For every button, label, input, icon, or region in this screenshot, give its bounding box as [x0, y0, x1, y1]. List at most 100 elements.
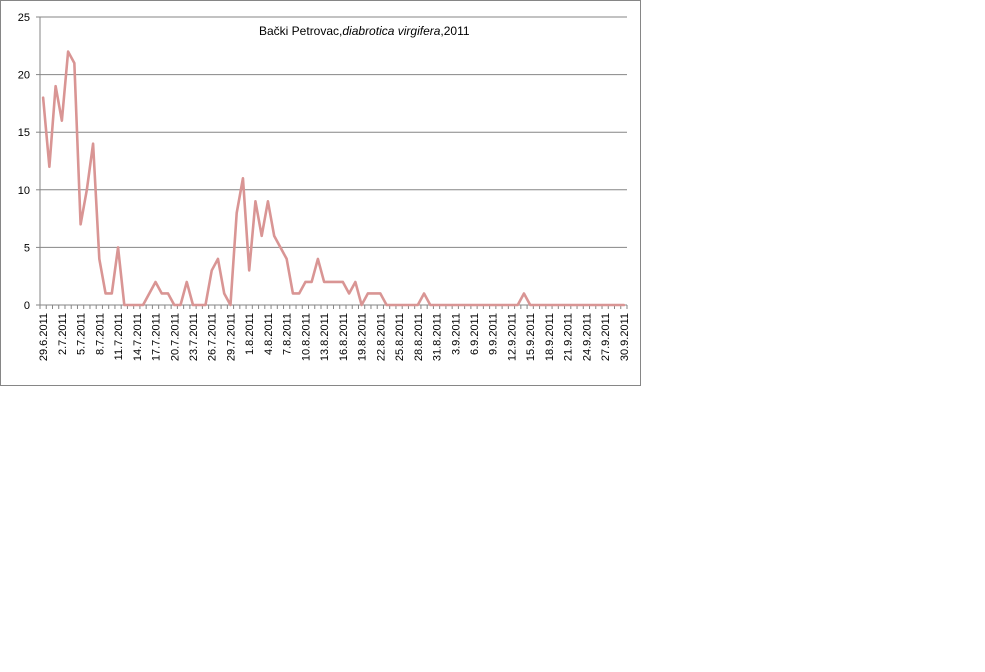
data-point — [541, 304, 543, 306]
x-tick-label: 29.7.2011 — [225, 313, 237, 361]
data-point — [598, 304, 600, 306]
data-point — [104, 292, 106, 294]
data-point — [467, 304, 469, 306]
data-point — [223, 292, 225, 294]
data-point — [623, 304, 625, 306]
data-point — [136, 304, 138, 306]
x-tick-label: 19.8.2011 — [357, 313, 369, 361]
data-point — [554, 304, 556, 306]
x-tick-label: 1.8.2011 — [244, 313, 256, 355]
data-point — [229, 304, 231, 306]
data-point — [616, 304, 618, 306]
data-point — [142, 304, 144, 306]
data-point — [260, 235, 262, 237]
data-point — [410, 304, 412, 306]
y-tick-label: 15 — [18, 127, 30, 139]
x-tick-label: 6.9.2011 — [469, 313, 481, 355]
axes — [36, 16, 628, 309]
data-point — [217, 258, 219, 260]
data-point — [148, 292, 150, 294]
data-point — [242, 177, 244, 179]
data-point — [198, 304, 200, 306]
x-tick-label: 13.8.2011 — [319, 313, 331, 361]
x-tick-label: 21.9.2011 — [563, 313, 575, 361]
data-point — [86, 189, 88, 191]
data-point — [117, 246, 119, 248]
data-point — [329, 281, 331, 283]
data-point — [566, 304, 568, 306]
data-point — [317, 258, 319, 260]
data-point — [423, 292, 425, 294]
data-point — [610, 304, 612, 306]
data-point — [398, 304, 400, 306]
chart-title: Bački Petrovac,diabrotica virgifera,2011 — [259, 24, 470, 38]
data-point — [161, 292, 163, 294]
x-tick-label: 29.6.2011 — [38, 313, 50, 361]
data-point — [154, 281, 156, 283]
x-tick-label: 8.7.2011 — [94, 313, 106, 355]
x-tick-label: 5.7.2011 — [76, 313, 88, 355]
data-point — [385, 304, 387, 306]
data-point — [61, 119, 63, 121]
y-tick-label: 25 — [18, 12, 30, 24]
x-tick-label: 11.7.2011 — [113, 313, 125, 360]
data-point — [279, 246, 281, 248]
data-point — [492, 304, 494, 306]
data-point — [304, 281, 306, 283]
data-point — [67, 50, 69, 52]
y-tick-label: 20 — [18, 70, 30, 82]
data-point — [504, 304, 506, 306]
data-point — [54, 85, 56, 87]
data-point — [323, 281, 325, 283]
x-tick-label: 7.8.2011 — [282, 313, 294, 355]
y-tick-label: 5 — [24, 242, 30, 254]
data-point — [342, 281, 344, 283]
y-tick-label: 10 — [18, 185, 30, 197]
x-tick-label: 4.8.2011 — [263, 313, 275, 355]
x-tick-label: 30.9.2011 — [619, 313, 631, 361]
data-point — [573, 304, 575, 306]
data-point — [42, 96, 44, 98]
data-point — [442, 304, 444, 306]
data-point — [335, 281, 337, 283]
data-point — [517, 304, 519, 306]
data-point — [579, 304, 581, 306]
data-point — [367, 292, 369, 294]
data-point — [310, 281, 312, 283]
data-point — [460, 304, 462, 306]
data-point — [98, 258, 100, 260]
data-point — [129, 304, 131, 306]
data-point — [173, 304, 175, 306]
x-tick-label: 23.7.2011 — [188, 313, 200, 361]
x-tick-label: 9.9.2011 — [488, 313, 500, 355]
x-tick-label: 27.9.2011 — [600, 313, 612, 361]
data-point — [354, 281, 356, 283]
data-point — [373, 292, 375, 294]
x-tick-label: 24.9.2011 — [581, 313, 593, 361]
data-point — [429, 304, 431, 306]
data-point — [523, 292, 525, 294]
data-point — [479, 304, 481, 306]
x-tick-label: 17.7.2011 — [151, 313, 163, 361]
data-point — [123, 304, 125, 306]
data-point — [379, 292, 381, 294]
series-group — [41, 50, 626, 307]
x-tick-label: 12.9.2011 — [506, 313, 518, 361]
data-point — [167, 292, 169, 294]
x-tick-label: 20.7.2011 — [169, 313, 181, 361]
data-point — [267, 200, 269, 202]
data-point — [454, 304, 456, 306]
x-tick-label: 28.8.2011 — [413, 313, 425, 361]
data-point — [186, 281, 188, 283]
x-tick-label: 10.8.2011 — [300, 313, 312, 361]
chart-area: 0 5 10 15 20 25 29.6.2011 2.7.2011 5.7.2011 8.7.… — [0, 0, 641, 386]
series-line — [41, 50, 626, 307]
x-tick-label: 26.7.2011 — [207, 313, 219, 361]
data-point — [485, 304, 487, 306]
data-point — [604, 304, 606, 306]
data-point — [79, 223, 81, 225]
data-point — [510, 304, 512, 306]
data-point — [348, 292, 350, 294]
data-point — [211, 269, 213, 271]
data-point — [292, 292, 294, 294]
